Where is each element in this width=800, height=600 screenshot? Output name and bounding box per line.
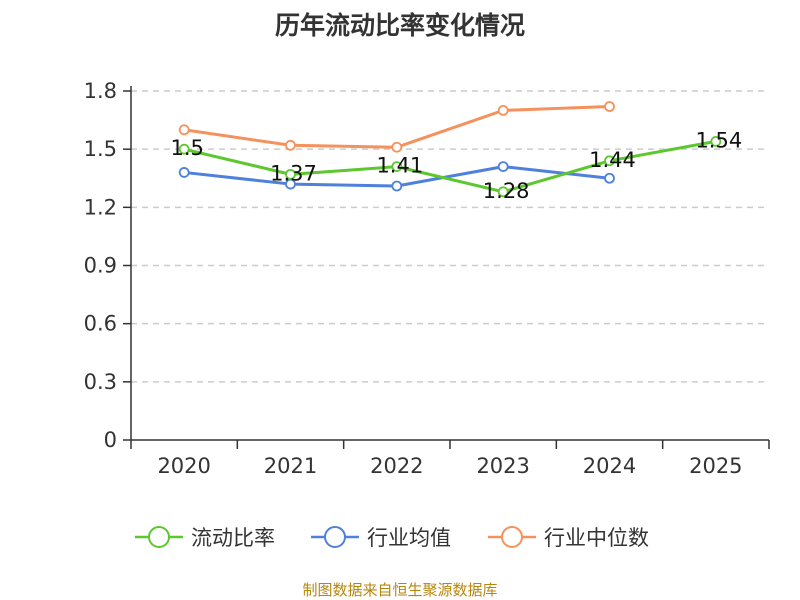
data-point: [604, 101, 615, 112]
data-point: [604, 155, 615, 167]
y-tick-label: 0.6: [84, 312, 117, 336]
y-tick-label: 1.2: [84, 195, 117, 219]
legend-marker: [148, 526, 170, 548]
y-tick-label: 0.9: [84, 254, 117, 278]
y-tick-label: 1.8: [84, 79, 117, 103]
x-tick-label: 2021: [264, 454, 317, 478]
data-point: [391, 141, 403, 153]
data-point: [497, 161, 509, 173]
data-point: [391, 180, 403, 192]
data-point: [710, 136, 722, 147]
data-label: 1.44: [589, 148, 636, 172]
series-lines: [178, 101, 722, 198]
x-tick-label: 2023: [476, 454, 529, 478]
legend-label: 流动比率: [191, 526, 275, 550]
legend-marker: [501, 526, 523, 548]
chart-title: 历年流动比率变化情况: [274, 11, 525, 40]
y-tick-label: 0.3: [84, 370, 117, 394]
data-point: [285, 168, 296, 180]
x-tick-label: 2025: [689, 454, 742, 478]
data-point: [178, 143, 190, 155]
legend-item[interactable]: 行业中位数: [488, 526, 649, 550]
y-tick-label: 0: [104, 428, 117, 452]
axes: 0 0.3 0.6 0.9 1.2 1.5 1.8 2020 2021 2022 2023 2024 2…: [84, 79, 770, 478]
series-line-0: [183, 139, 717, 194]
data-point: [178, 167, 190, 178]
data-point: [391, 161, 403, 173]
x-tick-label: 2020: [157, 454, 210, 478]
grid-lines: [131, 90, 769, 383]
data-point: [178, 124, 190, 136]
source-footnote: 制图数据来自恒生聚源数据库: [302, 581, 498, 599]
data-labels: 1.5 1.37 1.41 1.28 1.44 1.54: [170, 128, 742, 202]
legend-item[interactable]: 行业均值: [311, 526, 451, 550]
x-tick-label: 2024: [583, 454, 636, 478]
data-label: 1.5: [170, 136, 203, 160]
data-label: 1.41: [376, 154, 423, 178]
legend-item[interactable]: 流动比率: [135, 526, 275, 550]
data-label: 1.37: [270, 161, 317, 185]
legend[interactable]: 流动比率 行业均值 行业中位数: [135, 526, 649, 550]
data-point: [497, 104, 509, 116]
x-tick-label: 2022: [370, 454, 423, 478]
series-line-2: [183, 105, 610, 149]
data-point: [497, 186, 509, 198]
data-point: [285, 139, 296, 151]
legend-label: 行业中位数: [544, 526, 649, 550]
legend-marker: [324, 526, 346, 548]
legend-label: 行业均值: [367, 526, 451, 550]
y-tick-label: 1.5: [84, 137, 117, 161]
data-label: 1.54: [695, 128, 742, 152]
data-point: [604, 172, 615, 184]
data-label: 1.28: [483, 179, 530, 203]
